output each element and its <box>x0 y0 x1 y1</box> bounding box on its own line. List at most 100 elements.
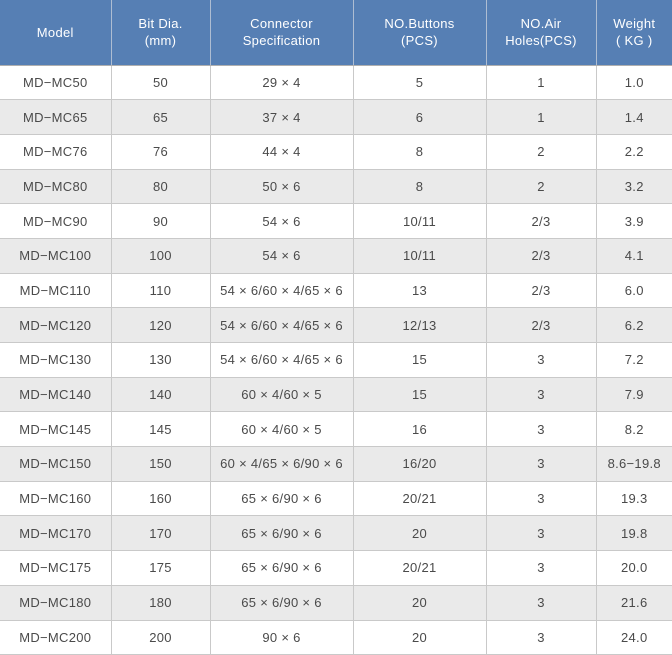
table-row: MD−MC90 90 54 × 6 10/11 2/3 3.9 <box>0 203 672 239</box>
cell-no-air-holes: 3 <box>486 481 597 517</box>
cell-weight: 3.9 <box>596 203 672 239</box>
table-body: MD−MC50 50 29 × 4 5 1 1.0 MD−MC65 65 37 × 4 6 1 1.4… <box>0 65 672 655</box>
cell-weight: 8.2 <box>596 411 672 448</box>
cell-model: MD−MC80 <box>0 169 112 205</box>
table-row: MD−MC76 76 44 × 4 8 2 2.2 <box>0 134 672 170</box>
cell-connector-spec: 37 × 4 <box>210 99 354 135</box>
cell-no-air-holes: 2/3 <box>486 273 597 309</box>
table-row: MD−MC110 110 54 × 6/60 × 4/65 × 6 13 2/3 6.0 <box>0 273 672 309</box>
column-header-model: Model <box>0 0 112 66</box>
cell-no-buttons: 16 <box>353 411 487 448</box>
cell-connector-spec: 90 × 6 <box>210 620 354 655</box>
cell-no-air-holes: 2/3 <box>486 238 597 274</box>
cell-no-buttons: 6 <box>353 99 487 135</box>
cell-bit-dia: 175 <box>111 550 211 586</box>
cell-bit-dia: 80 <box>111 169 211 205</box>
cell-model: MD−MC180 <box>0 585 112 621</box>
cell-connector-spec: 54 × 6 <box>210 238 354 274</box>
cell-model: MD−MC76 <box>0 134 112 170</box>
cell-no-air-holes: 3 <box>486 550 597 586</box>
cell-no-air-holes: 3 <box>486 446 597 482</box>
column-header-weight: Weight ( KG ) <box>596 0 672 66</box>
cell-weight: 6.0 <box>596 273 672 309</box>
cell-model: MD−MC65 <box>0 99 112 135</box>
column-header-no-air-holes: NO.Air Holes(PCS) <box>486 0 597 66</box>
cell-model: MD−MC170 <box>0 515 112 552</box>
cell-bit-dia: 65 <box>111 99 211 135</box>
cell-model: MD−MC160 <box>0 481 112 517</box>
cell-no-air-holes: 1 <box>486 99 597 135</box>
cell-weight: 7.9 <box>596 377 672 413</box>
cell-model: MD−MC175 <box>0 550 112 586</box>
table-row: MD−MC100 100 54 × 6 10/11 2/3 4.1 <box>0 238 672 274</box>
cell-connector-spec: 60 × 4/65 × 6/90 × 6 <box>210 446 354 482</box>
table-row: MD−MC160 160 65 × 6/90 × 6 20/21 3 19.3 <box>0 481 672 517</box>
cell-connector-spec: 65 × 6/90 × 6 <box>210 515 354 552</box>
cell-model: MD−MC200 <box>0 620 112 655</box>
table-row: MD−MC130 130 54 × 6/60 × 4/65 × 6 15 3 7.2 <box>0 342 672 378</box>
cell-connector-spec: 65 × 6/90 × 6 <box>210 585 354 621</box>
cell-model: MD−MC100 <box>0 238 112 274</box>
cell-bit-dia: 180 <box>111 585 211 621</box>
cell-no-air-holes: 2 <box>486 169 597 205</box>
cell-weight: 19.3 <box>596 481 672 517</box>
cell-no-buttons: 20 <box>353 585 487 621</box>
cell-no-air-holes: 3 <box>486 342 597 378</box>
cell-weight: 20.0 <box>596 550 672 586</box>
cell-bit-dia: 90 <box>111 203 211 239</box>
cell-model: MD−MC110 <box>0 273 112 309</box>
cell-no-air-holes: 3 <box>486 411 597 448</box>
cell-weight: 1.4 <box>596 99 672 135</box>
cell-bit-dia: 120 <box>111 307 211 343</box>
cell-connector-spec: 44 × 4 <box>210 134 354 170</box>
cell-no-buttons: 12/13 <box>353 307 487 343</box>
cell-no-air-holes: 1 <box>486 65 597 101</box>
cell-no-buttons: 10/11 <box>353 238 487 274</box>
column-header-connector-spec: Connector Specification <box>210 0 354 66</box>
cell-no-buttons: 8 <box>353 134 487 170</box>
cell-weight: 24.0 <box>596 620 672 655</box>
cell-connector-spec: 50 × 6 <box>210 169 354 205</box>
header-row: Model Bit Dia. (mm) Connector Specificat… <box>0 0 672 66</box>
table-row: MD−MC180 180 65 × 6/90 × 6 20 3 21.6 <box>0 585 672 621</box>
cell-bit-dia: 160 <box>111 481 211 517</box>
cell-weight: 19.8 <box>596 515 672 552</box>
cell-connector-spec: 65 × 6/90 × 6 <box>210 481 354 517</box>
table-row: MD−MC80 80 50 × 6 8 2 3.2 <box>0 169 672 205</box>
cell-model: MD−MC120 <box>0 307 112 343</box>
cell-no-buttons: 20/21 <box>353 481 487 517</box>
cell-model: MD−MC130 <box>0 342 112 378</box>
cell-no-buttons: 20/21 <box>353 550 487 586</box>
cell-no-buttons: 8 <box>353 169 487 205</box>
cell-no-buttons: 13 <box>353 273 487 309</box>
cell-bit-dia: 140 <box>111 377 211 413</box>
cell-no-air-holes: 2/3 <box>486 203 597 239</box>
cell-model: MD−MC145 <box>0 411 112 448</box>
cell-no-buttons: 15 <box>353 377 487 413</box>
cell-connector-spec: 54 × 6/60 × 4/65 × 6 <box>210 307 354 343</box>
cell-no-air-holes: 3 <box>486 377 597 413</box>
table-row: MD−MC50 50 29 × 4 5 1 1.0 <box>0 65 672 101</box>
cell-no-buttons: 15 <box>353 342 487 378</box>
cell-weight: 21.6 <box>596 585 672 621</box>
column-header-bit-dia: Bit Dia. (mm) <box>111 0 211 66</box>
cell-weight: 6.2 <box>596 307 672 343</box>
cell-bit-dia: 50 <box>111 65 211 101</box>
cell-model: MD−MC90 <box>0 203 112 239</box>
cell-model: MD−MC50 <box>0 65 112 101</box>
cell-bit-dia: 76 <box>111 134 211 170</box>
cell-connector-spec: 29 × 4 <box>210 65 354 101</box>
cell-no-air-holes: 2/3 <box>486 307 597 343</box>
cell-connector-spec: 65 × 6/90 × 6 <box>210 550 354 586</box>
cell-weight: 3.2 <box>596 169 672 205</box>
table-header: Model Bit Dia. (mm) Connector Specificat… <box>0 0 672 66</box>
cell-connector-spec: 54 × 6 <box>210 203 354 239</box>
cell-no-air-holes: 3 <box>486 585 597 621</box>
cell-no-buttons: 20 <box>353 620 487 655</box>
cell-no-buttons: 10/11 <box>353 203 487 239</box>
cell-weight: 4.1 <box>596 238 672 274</box>
cell-connector-spec: 54 × 6/60 × 4/65 × 6 <box>210 273 354 309</box>
cell-connector-spec: 60 × 4/60 × 5 <box>210 411 354 448</box>
cell-model: MD−MC150 <box>0 446 112 482</box>
cell-bit-dia: 145 <box>111 411 211 448</box>
